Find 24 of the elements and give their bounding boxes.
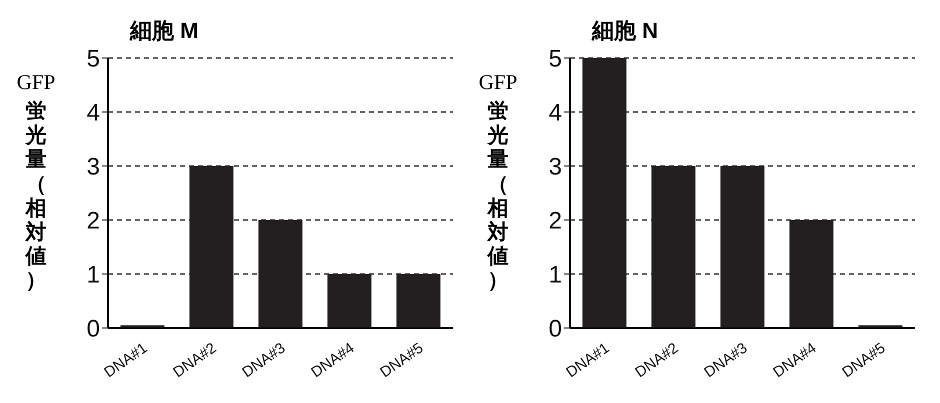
bar bbox=[189, 166, 234, 328]
y-tick-label: 2 bbox=[86, 208, 100, 235]
text: GFP蛍光量（相対値） bbox=[16, 70, 56, 292]
y-tick-label: 3 bbox=[86, 154, 100, 181]
y-tick-label: 3 bbox=[548, 154, 562, 181]
y-tick-label: 5 bbox=[86, 46, 100, 73]
y-tick-label: 0 bbox=[86, 316, 100, 343]
y-tick-label: 1 bbox=[548, 262, 562, 289]
chart-title: 細胞 N bbox=[592, 17, 658, 45]
y-tick-label: 1 bbox=[86, 262, 100, 289]
y-tick-label: 5 bbox=[548, 46, 562, 73]
chart-title: 細胞 M bbox=[130, 17, 198, 45]
bar bbox=[396, 274, 440, 328]
y-tick-label: 0 bbox=[548, 316, 562, 343]
y-tick-label: 4 bbox=[86, 100, 100, 127]
bar bbox=[258, 220, 302, 328]
bar bbox=[789, 220, 834, 328]
bar bbox=[651, 166, 696, 328]
bar bbox=[720, 166, 764, 328]
bar bbox=[327, 274, 372, 328]
y-tick-label: 2 bbox=[548, 208, 562, 235]
text: GFP蛍光量（相対値） bbox=[478, 70, 518, 292]
bar bbox=[582, 58, 626, 328]
y-tick-label: 4 bbox=[548, 100, 562, 127]
